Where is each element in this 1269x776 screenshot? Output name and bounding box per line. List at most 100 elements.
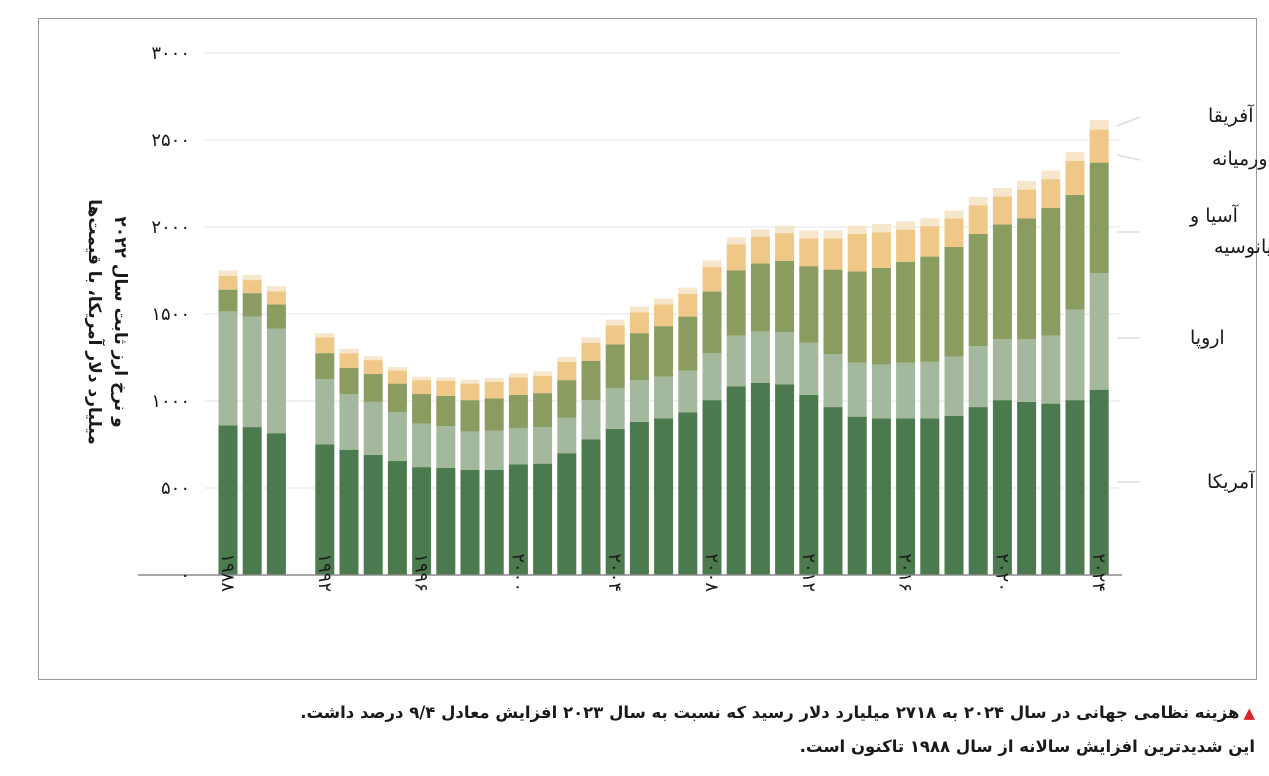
bar-segment <box>581 342 601 361</box>
bar-segment <box>1041 179 1061 208</box>
bar-segment <box>266 328 286 434</box>
bar-segment <box>242 427 262 575</box>
bar-segment <box>823 354 843 408</box>
bar-segment <box>654 298 674 305</box>
bar-segment <box>678 316 698 371</box>
stacked-bars <box>218 119 1109 575</box>
bar-segment <box>363 360 383 375</box>
bar-segment <box>775 332 795 385</box>
bar-segment <box>702 267 722 292</box>
bar-segment <box>339 353 359 368</box>
caption-text-1: هزینه نظامی جهانی در سال ۲۰۲۴ به ۲۷۱۸ می… <box>300 703 1240 722</box>
bar-segment <box>436 395 456 427</box>
bar-segment <box>581 400 601 440</box>
bar-segment <box>315 333 335 338</box>
bar-segment <box>387 412 407 462</box>
legend-asia-line-1: آسیا و <box>1189 203 1239 227</box>
bar-segment <box>629 333 649 381</box>
y-axis-label-line-1: میلیارد دلار آمریکا، با قیمت‌ها <box>84 199 106 445</box>
bar-segment <box>1017 189 1037 219</box>
bar-segment <box>726 237 746 245</box>
bar-segment <box>1065 309 1085 401</box>
y-tick-label: ۰ <box>180 565 190 586</box>
caption-line-1: ▲هزینه نظامی جهانی در سال ۲۰۲۴ به ۲۷۱۸ م… <box>15 696 1255 730</box>
bar-segment <box>896 221 916 230</box>
bar-segment <box>629 306 649 313</box>
bar-segment <box>750 229 770 237</box>
bar-segment <box>726 335 746 387</box>
bar-segment <box>799 394 819 575</box>
bar-segment <box>484 430 504 470</box>
bar-segment <box>702 400 722 575</box>
bar-segment <box>775 384 795 575</box>
bar-segment <box>218 270 238 276</box>
bar-segment <box>1041 170 1061 180</box>
bar-segment <box>896 229 916 262</box>
x-tick-label: ۲۰۰۰ <box>507 553 528 592</box>
bar-segment <box>436 426 456 468</box>
bar-segment <box>387 370 407 384</box>
bar-segment <box>242 274 262 281</box>
bar-segment <box>1065 400 1085 575</box>
bar-segment <box>871 418 891 575</box>
bar-segment <box>436 377 456 381</box>
bar-segment <box>920 418 940 575</box>
bar-segment <box>484 378 504 382</box>
bar-segment <box>775 225 795 234</box>
y-axis-ticks: ۰ ۵۰۰ ۱۰۰۰ ۱۵۰۰ ۲۰۰۰ ۲۵۰۰ ۳۰۰۰ <box>151 43 190 586</box>
bar-segment <box>799 342 819 395</box>
bar-segment <box>557 417 577 454</box>
bar-segment <box>508 464 528 575</box>
bar-segment <box>847 416 867 575</box>
bar-segment <box>920 226 940 257</box>
bar-segment <box>339 449 359 575</box>
bar-segment <box>436 467 456 575</box>
bar-segment <box>412 394 432 424</box>
x-tick-label: ۱۹۸۸ <box>217 553 238 592</box>
bar-segment <box>799 230 819 239</box>
bar-segment <box>412 423 432 468</box>
bar-segment <box>557 453 577 575</box>
y-tick-label: ۵۰۰ <box>161 478 190 499</box>
bar-segment <box>920 361 940 419</box>
y-axis-label-line-2: و نرخ ارز ثابت سال ۲۰۲۲ <box>110 216 130 427</box>
bar-segment <box>460 469 480 575</box>
bar-segment <box>750 382 770 575</box>
bar-segment <box>1089 119 1109 130</box>
bar-segment <box>871 364 891 419</box>
bar-segment <box>992 188 1012 197</box>
y-tick-label: ۱۵۰۰ <box>151 304 190 325</box>
bar-segment <box>218 275 238 290</box>
x-tick-label: ۲۰۰۸ <box>701 553 722 592</box>
bar-segment <box>750 263 770 332</box>
bar-segment <box>968 346 988 408</box>
bar-segment <box>581 337 601 343</box>
caption-line-2: این شدیدترین افزایش سالانه از سال ۱۹۸۸ ت… <box>799 737 1255 756</box>
bar-segment <box>944 247 964 357</box>
bar-segment <box>702 291 722 354</box>
bar-segment <box>968 197 988 206</box>
bar-segment <box>629 421 649 575</box>
bar-segment <box>242 280 262 294</box>
bar-segment <box>1065 151 1085 161</box>
bar-segment <box>726 270 746 336</box>
bar-segment <box>654 304 674 327</box>
x-tick-label: ۲۰۲۴ <box>1088 553 1109 592</box>
bar-segment <box>1089 389 1109 575</box>
bar-segment <box>847 271 867 363</box>
x-tick-label: ۱۹۹۲ <box>314 553 335 592</box>
bar-segment <box>1017 180 1037 190</box>
bar-segment <box>678 287 698 294</box>
bar-segment <box>533 371 553 376</box>
bar-segment <box>412 376 432 381</box>
bar-segment <box>484 381 504 399</box>
bar-segment <box>678 412 698 575</box>
bar-segment <box>871 267 891 365</box>
x-tick-label: ۲۰۱۶ <box>895 553 916 592</box>
bar-segment <box>605 344 625 388</box>
bar-segment <box>847 362 867 417</box>
bar-segment <box>387 461 407 575</box>
y-tick-label: ۳۰۰۰ <box>151 43 190 64</box>
chart-caption: ▲هزینه نظامی جهانی در سال ۲۰۲۴ به ۲۷۱۸ م… <box>15 696 1255 763</box>
bar-segment <box>847 233 867 272</box>
